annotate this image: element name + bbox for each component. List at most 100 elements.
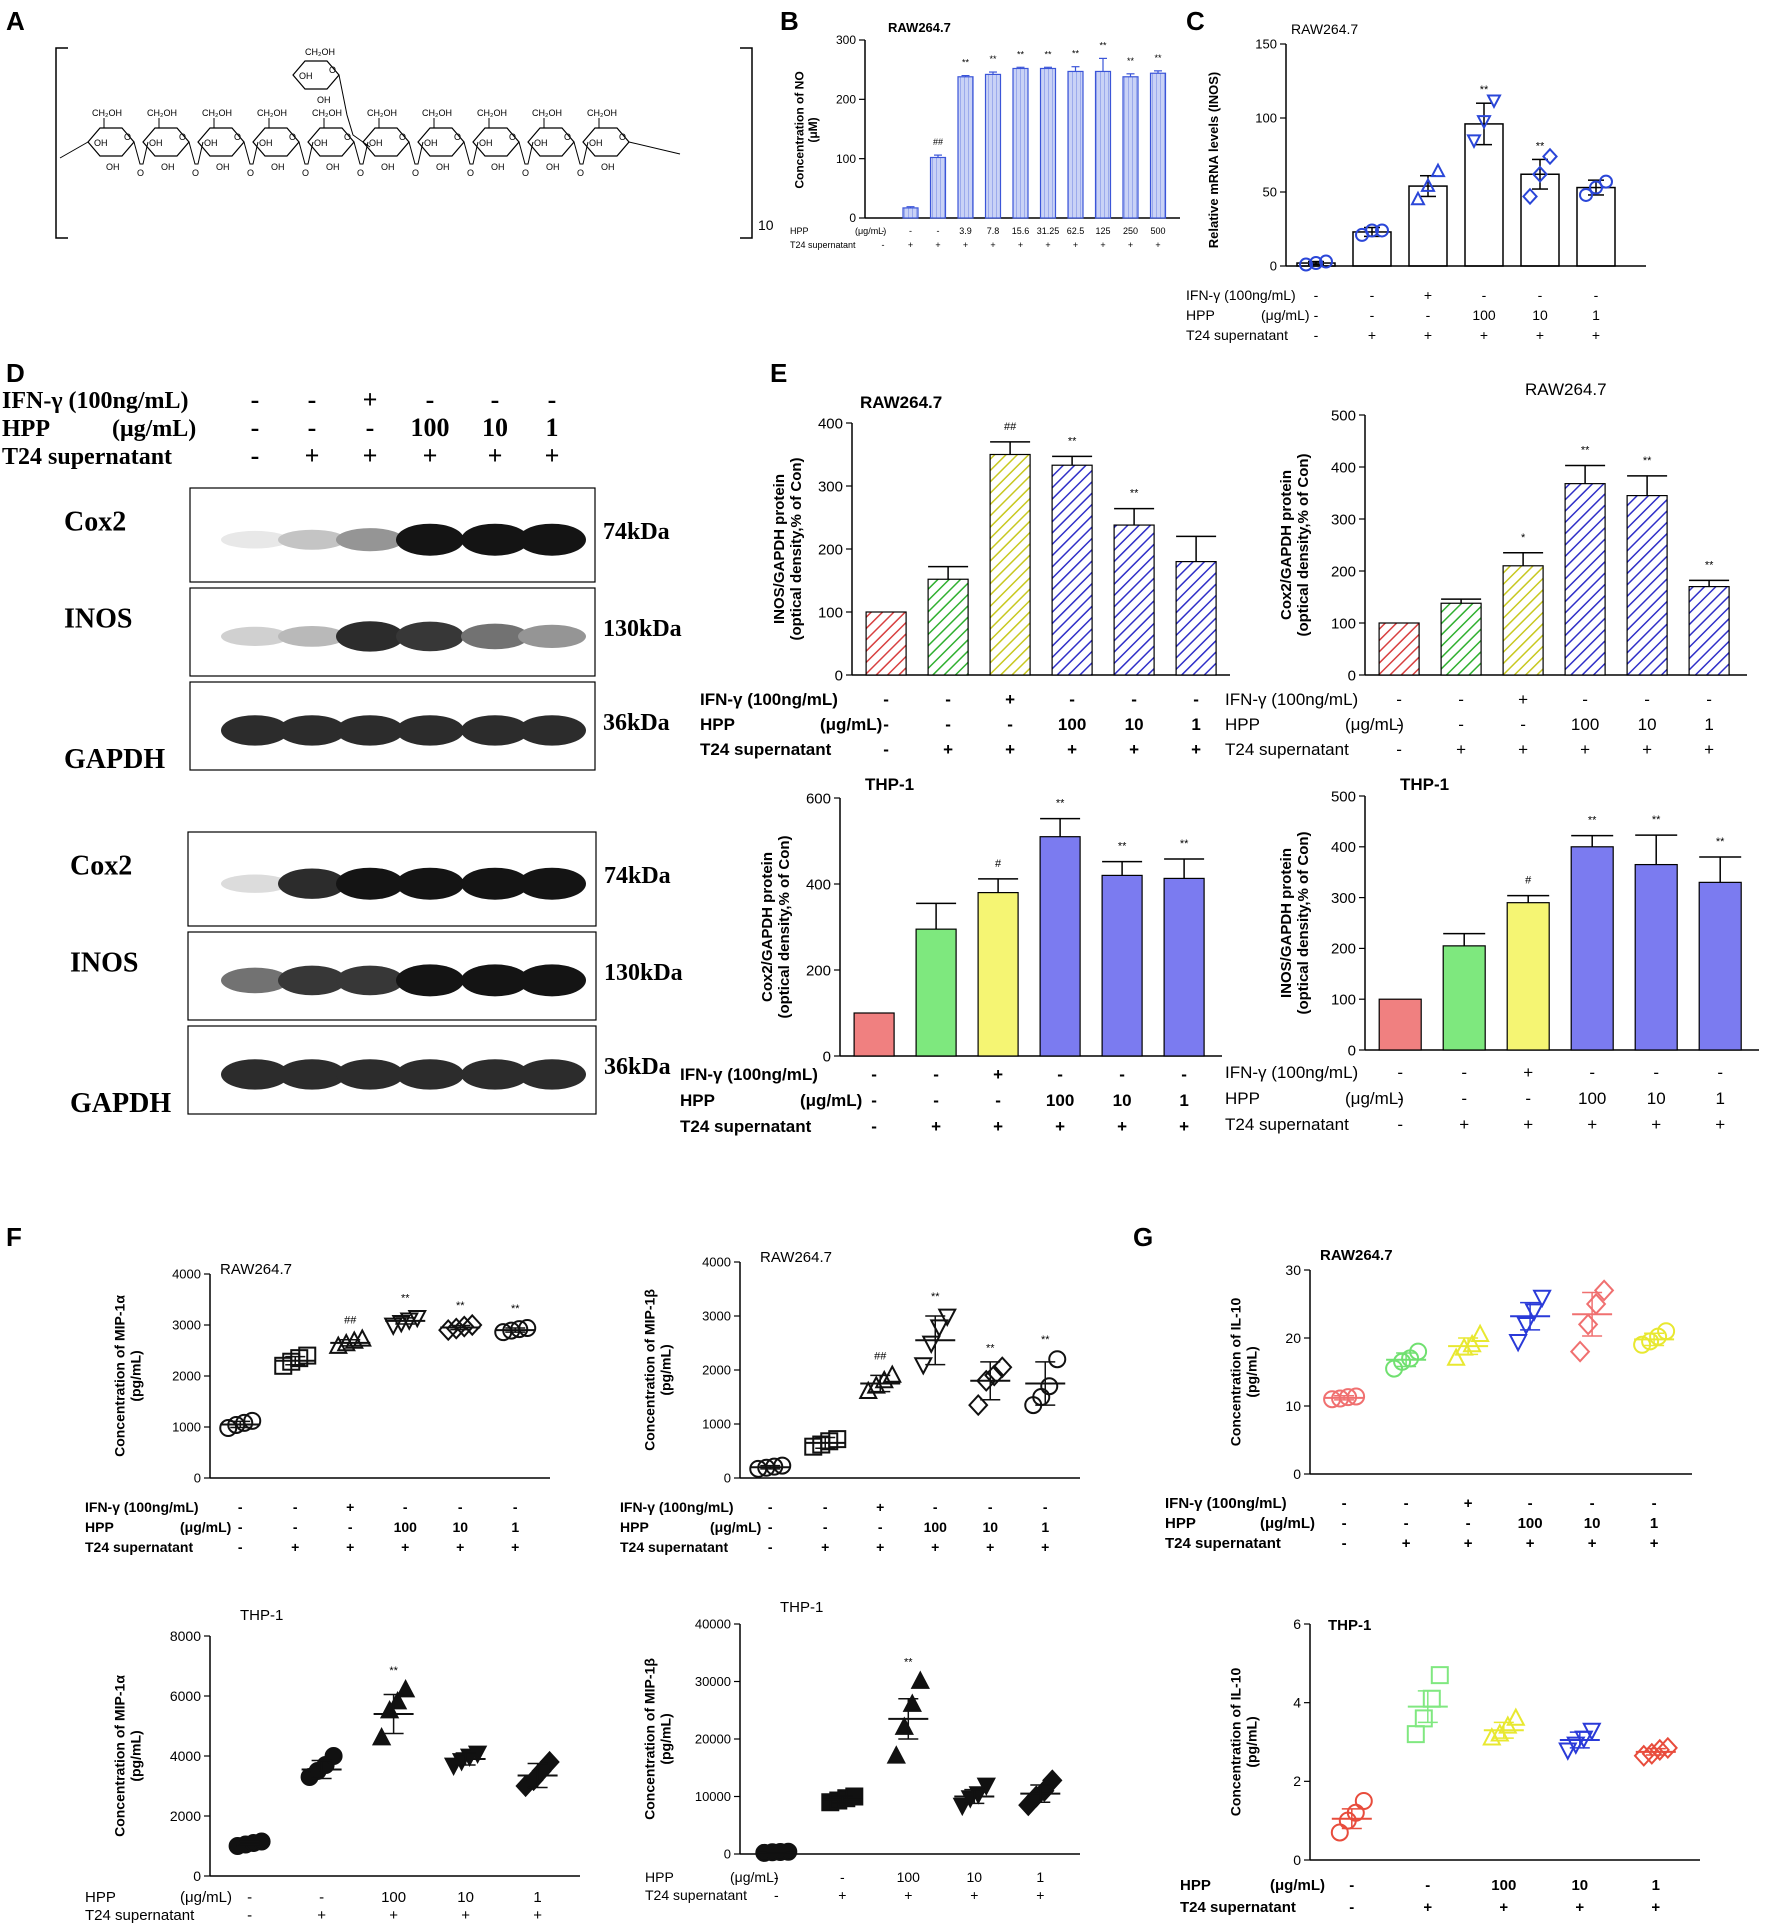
structure-right-bracket: [740, 47, 753, 239]
condition-cell: +: [963, 240, 968, 250]
condition-cell: -: [1404, 1495, 1409, 1512]
condition-cell: 10: [452, 1519, 468, 1535]
condition-row-label: HPP: [85, 1889, 116, 1906]
chart-title: RAW264.7: [1525, 380, 1607, 399]
glycosidic-oxygen: O: [137, 168, 144, 178]
condition-cell: -: [1458, 690, 1464, 709]
structure-left-bracket: [55, 47, 68, 239]
ring-ch2oh: CH₂OH: [147, 108, 177, 118]
blot-band: [336, 715, 404, 746]
chart-e-inos-raw: RAW264.7 0 100 200 300 400 INOS/GAPDH protein(…: [700, 393, 1230, 759]
ring-oxygen: O: [234, 132, 241, 142]
y-tick-label: 1000: [172, 1420, 201, 1435]
condition-cell: +: [943, 740, 953, 759]
y-tick-label: 3000: [702, 1309, 731, 1324]
significance-mark: **: [1044, 49, 1052, 59]
significance-mark: **: [1127, 56, 1135, 66]
condition-cell: +: [511, 1539, 519, 1555]
y-tick-label: 30: [1285, 1262, 1301, 1278]
condition-cell: -: [1644, 690, 1650, 709]
bar: [1101, 874, 1143, 1057]
condition-cell: 100: [1058, 715, 1086, 734]
glycosidic-oxygen: O: [412, 168, 419, 178]
blot-protein-label: Cox2: [64, 506, 126, 537]
y-tick-label: 500: [1331, 407, 1356, 424]
y-tick-label: 0: [194, 1471, 201, 1486]
ring-oh: OH: [204, 138, 218, 148]
condition-cell: -: [1314, 287, 1319, 303]
condition-cell: -: [1370, 307, 1375, 323]
data-point: [467, 1745, 488, 1764]
y-tick-label: 50: [1263, 185, 1277, 200]
chart-c-inos-mrna: RAW264.7 0 50 100 150 Relative mRNA levels (I…: [1186, 21, 1646, 343]
bar: [1564, 483, 1606, 676]
bar: [1012, 67, 1029, 219]
ring-oh: OH: [149, 138, 163, 148]
bar: [1113, 524, 1155, 676]
ring-ch2oh: CH₂OH: [587, 108, 617, 118]
bar: [1067, 70, 1084, 219]
condition-cell: 1: [1041, 1519, 1049, 1535]
condition-cell: -: [1370, 287, 1375, 303]
condition-cell: +: [1480, 327, 1488, 343]
condition-cell: -: [1426, 307, 1431, 323]
y-tick-label: 300: [1331, 890, 1356, 907]
glucose-ring: O CH₂OH OH OH O: [362, 108, 424, 178]
data-point: [1466, 134, 1482, 149]
blot-band: [278, 626, 346, 647]
blot-band: [518, 867, 586, 900]
condition-cell: +: [1580, 740, 1590, 759]
data-point: [1593, 1279, 1615, 1302]
condition-cell: +: [1518, 740, 1528, 759]
condition-row-label: T24 supernatant: [680, 1117, 812, 1136]
data-point: [1476, 115, 1492, 130]
data-point: [1649, 1738, 1670, 1761]
y-tick-label: 1000: [702, 1417, 731, 1432]
condition-cell: -: [933, 1499, 938, 1515]
condition-cell: +: [291, 1539, 299, 1555]
condition-cell: +: [1036, 1887, 1044, 1903]
significance-mark: **: [1588, 815, 1597, 827]
data-point: [1589, 180, 1603, 195]
significance-mark: ##: [1004, 421, 1017, 433]
blot-band: [221, 715, 289, 746]
data-point: [1048, 1350, 1067, 1369]
condition-cell: +: [1651, 1115, 1661, 1134]
condition-cell: -: [937, 226, 940, 236]
data-point: [1657, 1736, 1678, 1759]
data-point: [1375, 223, 1389, 238]
data-point: [937, 1308, 957, 1327]
chart-title: RAW264.7: [1320, 1247, 1393, 1264]
condition-cell: -: [1717, 1063, 1723, 1082]
y-tick-label: 0: [823, 1048, 831, 1065]
blot-band: [518, 624, 586, 648]
condition-row-label: HPP: [85, 1519, 114, 1535]
chart-title: RAW264.7: [1291, 21, 1358, 37]
significance-mark: **: [1705, 559, 1714, 571]
bar: [1039, 836, 1081, 1057]
significance-mark: **: [456, 1300, 465, 1312]
condition-cell: +: [401, 1539, 409, 1555]
condition-cell: 500: [1150, 226, 1165, 236]
significance-mark: **: [1652, 814, 1661, 826]
data-point: [929, 1319, 949, 1338]
condition-row-label: T24 supernatant: [1180, 1899, 1296, 1916]
condition-cell: +: [1423, 1899, 1432, 1916]
condition-cell: 10: [1125, 715, 1144, 734]
condition-cell: -: [1528, 1495, 1533, 1512]
significance-mark: **: [1480, 84, 1489, 96]
blot-condition-cell: +: [363, 385, 378, 414]
y-tick-label: 300: [818, 478, 843, 495]
condition-cell: -: [768, 1539, 773, 1555]
y-tick-label: 200: [1331, 941, 1356, 958]
glycosidic-oxygen: O: [467, 168, 474, 178]
ring-oxygen: O: [344, 132, 351, 142]
significance-mark: **: [1536, 140, 1545, 152]
condition-cell: +: [346, 1499, 354, 1515]
y-tick-label: 2000: [702, 1363, 731, 1378]
data-point: [886, 1745, 906, 1764]
significance-mark: **: [1072, 49, 1080, 59]
blot-condition-cell: -: [308, 413, 317, 442]
glycosidic-oxygen: O: [522, 168, 529, 178]
glycosidic-oxygen: O: [192, 168, 199, 178]
